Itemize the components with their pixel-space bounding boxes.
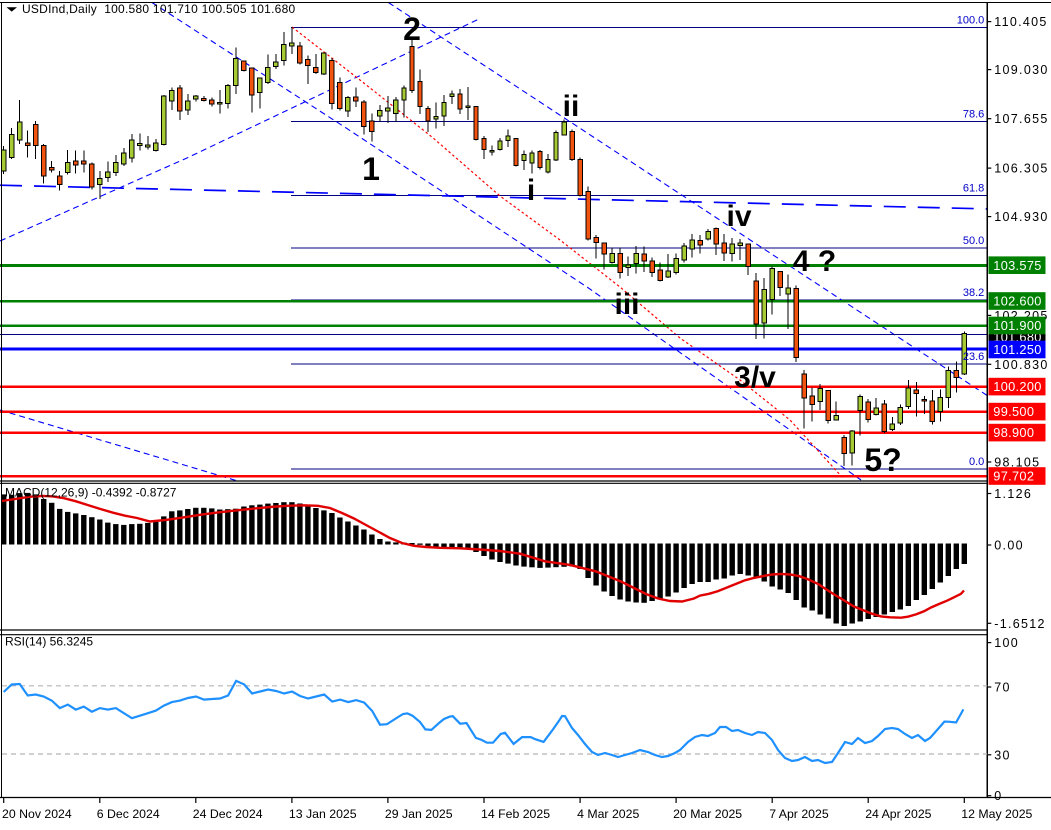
- svg-text:MACD(12,26,9) -0.4392 -0.8727: MACD(12,26,9) -0.4392 -0.8727: [5, 486, 177, 500]
- svg-text:1.126: 1.126: [994, 487, 1032, 501]
- svg-text:30: 30: [994, 748, 1011, 762]
- svg-text:12 May 2025: 12 May 2025: [961, 807, 1032, 821]
- svg-text:100.200: 100.200: [993, 379, 1041, 394]
- svg-text:0: 0: [994, 789, 1002, 803]
- svg-text:24 Dec 2024: 24 Dec 2024: [193, 807, 263, 821]
- svg-text:i: i: [527, 174, 535, 207]
- svg-text:100.830: 100.830: [994, 358, 1048, 372]
- svg-text:38.2: 38.2: [963, 287, 984, 299]
- svg-text:103.575: 103.575: [993, 258, 1041, 273]
- svg-text:98.900: 98.900: [993, 425, 1034, 440]
- svg-text:100.0: 100.0: [957, 15, 985, 27]
- svg-text:109.030: 109.030: [994, 63, 1048, 77]
- svg-text:14 Feb 2025: 14 Feb 2025: [481, 807, 550, 821]
- svg-text:29 Jan 2025: 29 Jan 2025: [385, 807, 453, 821]
- svg-text:107.655: 107.655: [994, 112, 1048, 126]
- svg-text:4 ?: 4 ?: [793, 245, 836, 278]
- svg-text:1: 1: [362, 151, 380, 187]
- svg-text:20 Mar 2025: 20 Mar 2025: [673, 807, 742, 821]
- svg-text:98.105: 98.105: [994, 456, 1040, 470]
- svg-text:50.0: 50.0: [963, 235, 984, 247]
- svg-text:4 Mar 2025: 4 Mar 2025: [577, 807, 639, 821]
- svg-text:23.6: 23.6: [963, 351, 984, 363]
- svg-text:101.250: 101.250: [993, 342, 1041, 357]
- svg-text:-1.6512: -1.6512: [994, 617, 1046, 631]
- svg-text:70: 70: [994, 681, 1011, 695]
- svg-text:99.500: 99.500: [993, 404, 1034, 419]
- svg-text:7 Apr 2025: 7 Apr 2025: [769, 807, 829, 821]
- svg-text:iv: iv: [726, 200, 751, 233]
- svg-text:20 Nov 2024: 20 Nov 2024: [2, 807, 72, 821]
- svg-text:97.702: 97.702: [993, 469, 1034, 484]
- svg-text:ii: ii: [563, 90, 580, 123]
- svg-text:5?: 5?: [864, 442, 901, 478]
- svg-text:USDInd,Daily 100.580 101.710: USDInd,Daily 100.580 101.710 100.505 101…: [22, 2, 296, 16]
- svg-text:110.405: 110.405: [994, 15, 1047, 29]
- svg-text:2: 2: [403, 11, 421, 47]
- svg-text:61.8: 61.8: [963, 182, 984, 194]
- svg-text:24 Apr 2025: 24 Apr 2025: [865, 807, 931, 821]
- svg-text:0.0: 0.0: [969, 456, 984, 468]
- svg-text:100: 100: [994, 636, 1019, 650]
- svg-text:0.00: 0.00: [994, 539, 1024, 553]
- svg-text:78.6: 78.6: [963, 109, 984, 121]
- svg-text:13 Jan 2025: 13 Jan 2025: [289, 807, 357, 821]
- svg-text:RSI(14) 56.3245: RSI(14) 56.3245: [5, 635, 93, 649]
- svg-text:iii: iii: [614, 288, 639, 321]
- svg-text:106.305: 106.305: [994, 162, 1048, 176]
- svg-text:3/v: 3/v: [734, 361, 776, 394]
- svg-text:101.900: 101.900: [993, 318, 1041, 333]
- svg-text:6 Dec 2024: 6 Dec 2024: [97, 807, 160, 821]
- svg-text:102.600: 102.600: [993, 294, 1041, 309]
- svg-text:104.930: 104.930: [994, 210, 1048, 224]
